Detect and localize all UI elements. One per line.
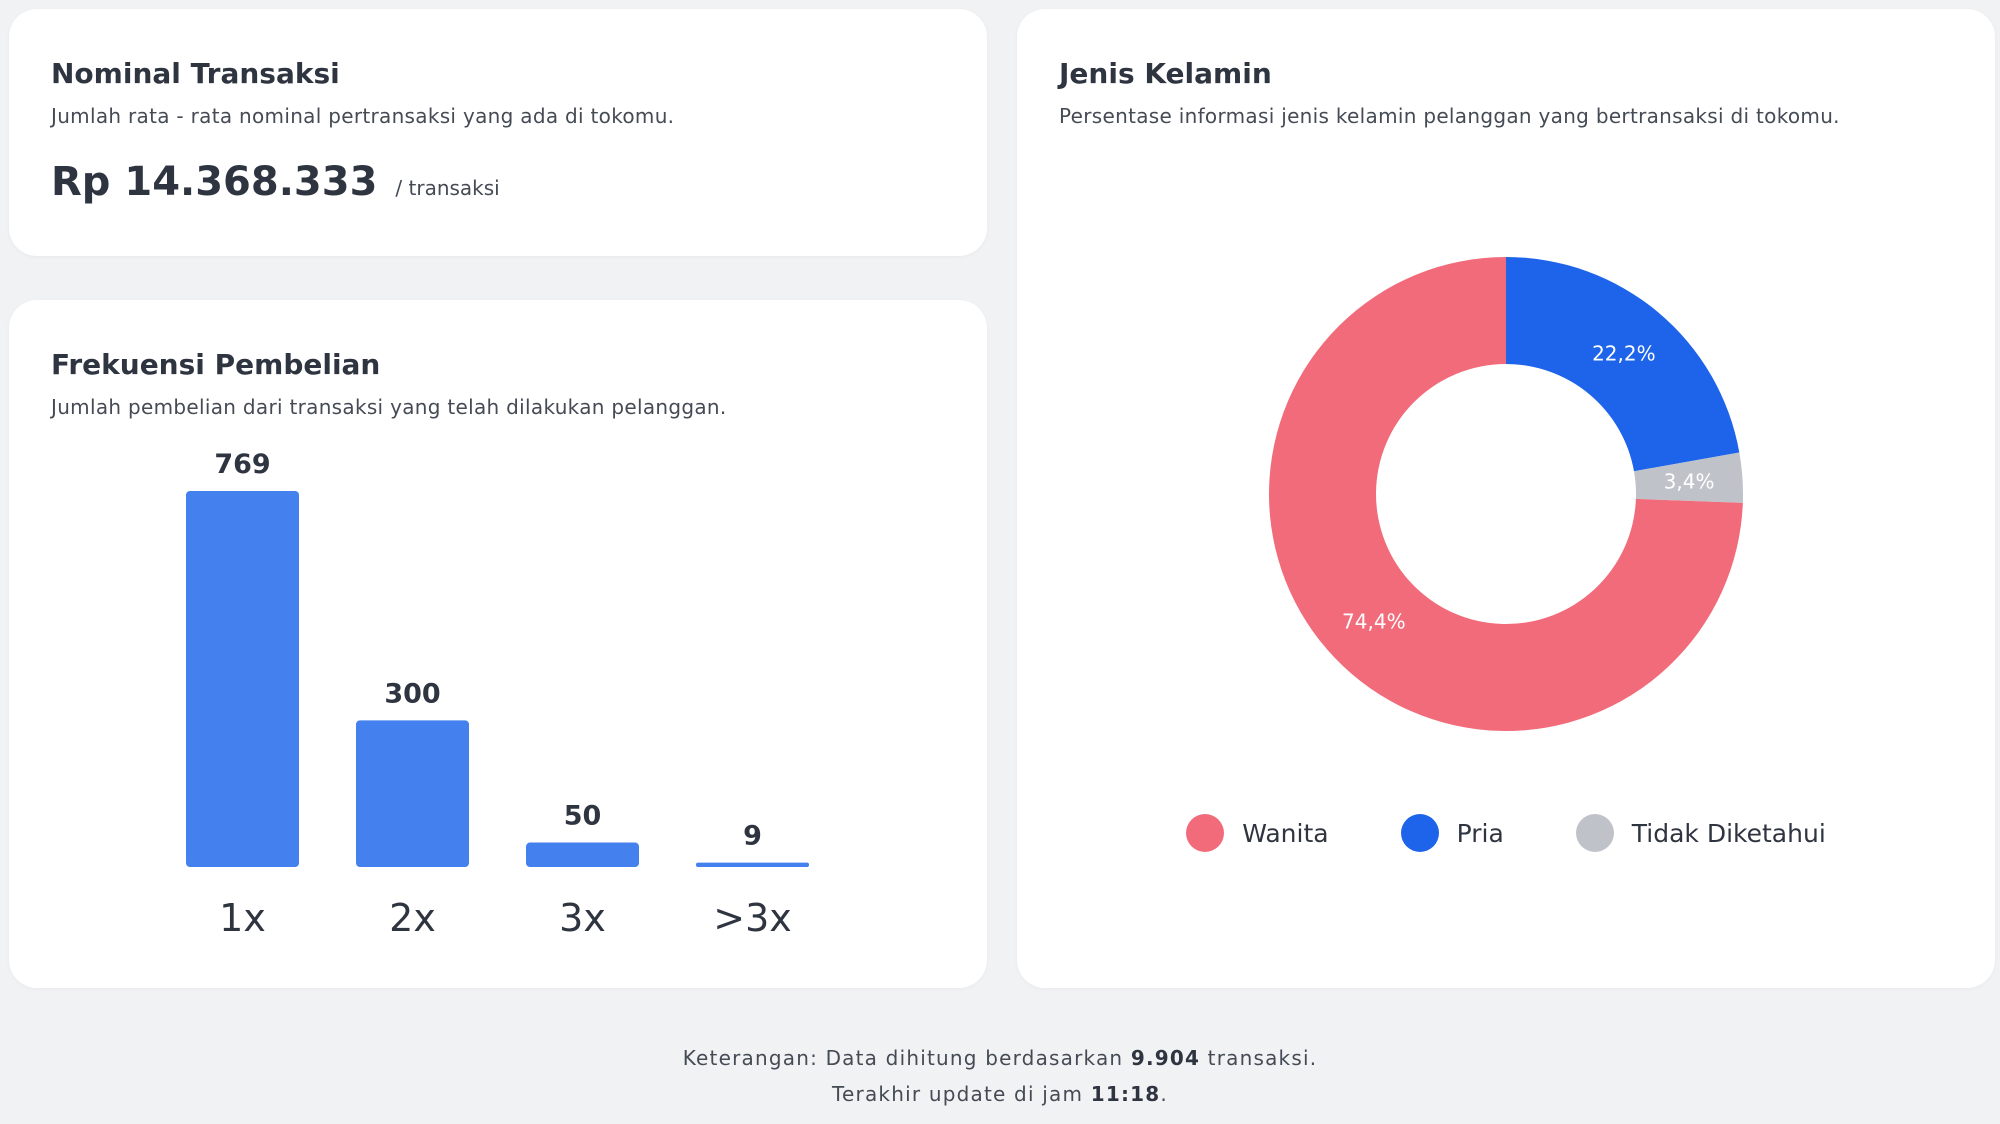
bar-category-label-2: 2x bbox=[389, 896, 436, 940]
legend-label-pria: Pria bbox=[1456, 818, 1504, 848]
gender-legend: Wanita Pria Tidak Diketahui bbox=[1017, 814, 1995, 852]
footer-transaction-count: 9.904 bbox=[1130, 1046, 1201, 1070]
footer-update-suffix: . bbox=[1160, 1082, 1168, 1106]
legend-item-wanita: Wanita bbox=[1186, 814, 1329, 852]
bar-value-label-4: 9 bbox=[743, 821, 762, 852]
legend-item-tidak-diketahui: Tidak Diketahui bbox=[1575, 814, 1826, 852]
nominal-transaksi-card: Nominal Transaksi Jumlah rata - rata nom… bbox=[9, 9, 987, 256]
gender-title: Jenis Kelamin bbox=[1059, 57, 1272, 90]
footer-update-prefix: Terakhir update di jam bbox=[832, 1082, 1091, 1106]
footer-update-time: Terakhir update di jam 11:18. bbox=[0, 1082, 2000, 1106]
donut-value-label-wanita: 74,4% bbox=[1342, 609, 1406, 633]
bar-value-label-2: 300 bbox=[384, 678, 440, 709]
frekuensi-title: Frekuensi Pembelian bbox=[51, 348, 381, 381]
nominal-title: Nominal Transaksi bbox=[51, 57, 340, 90]
bar-category-label-4: >3x bbox=[713, 896, 792, 940]
legend-label-tidak-diketahui: Tidak Diketahui bbox=[1631, 818, 1826, 848]
legend-label-wanita: Wanita bbox=[1242, 818, 1329, 848]
frekuensi-subtitle: Jumlah pembelian dari transaksi yang tel… bbox=[51, 395, 727, 419]
donut-slice-pria bbox=[1506, 257, 1740, 472]
nominal-unit: / transaksi bbox=[395, 176, 500, 200]
bar-1 bbox=[186, 491, 299, 867]
footer-note: Keterangan: Data dihitung berdasarkan 9.… bbox=[0, 1046, 2000, 1070]
bar-4 bbox=[696, 862, 809, 867]
bar-3 bbox=[526, 842, 639, 867]
footer-note-suffix: transaksi. bbox=[1200, 1046, 1318, 1070]
footer-note-prefix: Keterangan: Data dihitung berdasarkan bbox=[682, 1046, 1131, 1070]
nominal-amount-row: Rp 14.368.333 / transaksi bbox=[51, 159, 500, 205]
bar-value-label-3: 50 bbox=[564, 801, 602, 832]
jenis-kelamin-card: Jenis Kelamin Persentase informasi jenis… bbox=[1017, 9, 1995, 988]
legend-dot-pria bbox=[1400, 814, 1439, 852]
legend-item-pria: Pria bbox=[1400, 814, 1504, 852]
legend-dot-tidak-diketahui bbox=[1575, 814, 1614, 852]
frekuensi-bar-chart: 769 1x 300 2x 50 3x 9 >3x bbox=[186, 449, 809, 940]
donut-slice-tidak-diketahui bbox=[1633, 452, 1743, 503]
bar-category-label-1: 1x bbox=[219, 896, 266, 940]
donut-value-label-pria: 22,2% bbox=[1592, 341, 1656, 365]
footer-update-clock: 11:18 bbox=[1090, 1082, 1161, 1106]
bar-category-label-3: 3x bbox=[559, 896, 606, 940]
frekuensi-pembelian-card: Frekuensi Pembelian Jumlah pembelian dar… bbox=[9, 300, 987, 988]
nominal-amount: Rp 14.368.333 bbox=[51, 159, 378, 205]
gender-donut-chart: 22,2% 3,4% 74,4% bbox=[1269, 257, 1743, 731]
gender-subtitle: Persentase informasi jenis kelamin pelan… bbox=[1059, 104, 1840, 128]
bar-2 bbox=[356, 720, 469, 867]
donut-value-label-tidak-diketahui: 3,4% bbox=[1664, 469, 1715, 493]
nominal-subtitle: Jumlah rata - rata nominal pertransaksi … bbox=[51, 104, 675, 128]
donut-slice-wanita bbox=[1269, 257, 1743, 731]
legend-dot-wanita bbox=[1186, 814, 1225, 852]
bar-value-label-1: 769 bbox=[214, 449, 270, 480]
